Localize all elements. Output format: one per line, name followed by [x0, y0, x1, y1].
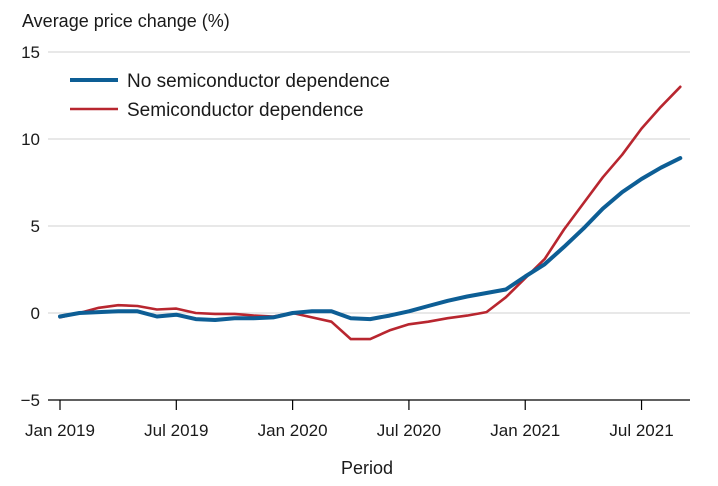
y-tick-label: −5 [21, 391, 40, 410]
x-tick-label: Jul 2020 [377, 421, 441, 440]
x-tick-label: Jul 2019 [144, 421, 208, 440]
legend-label: Semiconductor dependence [127, 100, 364, 121]
y-tick-label: 0 [31, 304, 40, 323]
y-axis-ticks: −5 0 5 10 15 [21, 43, 40, 410]
y-tick-label: 15 [21, 43, 40, 62]
x-tick-label: Jan 2019 [25, 421, 95, 440]
x-axis: Jan 2019 Jul 2019 Jan 2020 Jul 2020 Jan 2021… [25, 399, 690, 440]
y-axis-title: Average price change (%) [22, 11, 230, 31]
x-tick-label: Jan 2020 [258, 421, 328, 440]
legend: No semiconductor dependence Semiconductor… [70, 71, 390, 121]
x-tick-label: Jan 2021 [490, 421, 560, 440]
y-tick-label: 10 [21, 130, 40, 149]
legend-label: No semiconductor dependence [127, 71, 390, 92]
series-lines [58, 85, 683, 341]
series-line-no-semiconductor-dependence [58, 156, 683, 322]
x-axis-title: Period [341, 458, 393, 478]
y-tick-label: 5 [31, 217, 40, 236]
x-tick-label: Jul 2021 [609, 421, 673, 440]
series-line-semiconductor-dependence [58, 85, 682, 341]
